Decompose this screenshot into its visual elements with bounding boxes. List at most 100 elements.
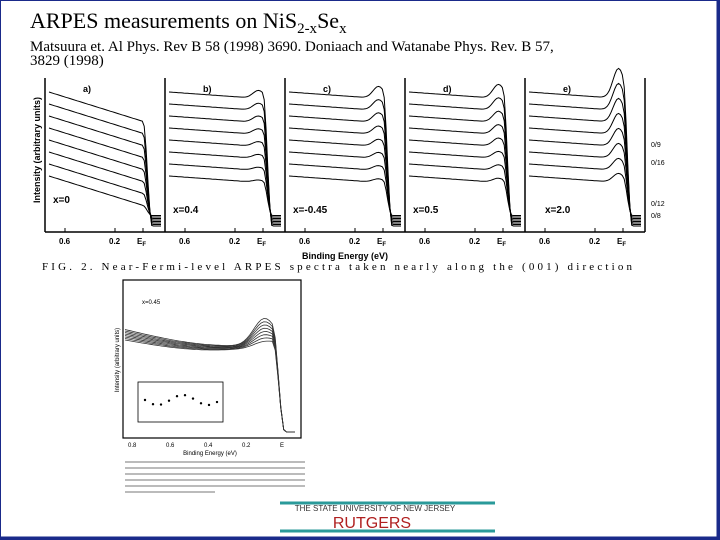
inset-dot xyxy=(215,400,219,404)
spectrum-curve xyxy=(528,97,641,224)
figure-2: Intensity (arbitrary units)a)x=00.6 0.2 EF… xyxy=(32,67,665,273)
spectrum-curve xyxy=(288,163,401,218)
spectrum-curve xyxy=(168,163,281,218)
spectrum-curve xyxy=(288,138,401,221)
spectrum-curve xyxy=(124,337,295,433)
composition-label: x=2.0 xyxy=(545,205,571,216)
inset-dot xyxy=(159,403,163,406)
panel-label: d) xyxy=(443,84,452,94)
spectrum-curve xyxy=(288,112,401,224)
inset-dot xyxy=(199,402,203,405)
x-axis-label: Binding Energy (eV) xyxy=(183,451,237,457)
x-tick-label: 0.4 xyxy=(204,443,213,449)
x-tick-label: 0.6 xyxy=(166,443,175,449)
caption: FIG. 2. Near-Fermi-level ARPES spectra t… xyxy=(42,261,632,273)
x-tick-label: 0.6 xyxy=(419,237,431,246)
tick-e: E xyxy=(377,237,383,246)
spectrum-curve xyxy=(168,151,281,219)
y-axis-label: Intensity (arbitrary units) xyxy=(115,328,121,392)
spectrum-curve xyxy=(48,163,161,218)
x-tick-label: EF xyxy=(257,237,266,248)
figure-1: x=0.45 Intensity (arbitrary units) 0.8 0.6 0… xyxy=(115,279,305,493)
spectrum-curve xyxy=(48,139,161,221)
citation: 3829 (1998) xyxy=(30,53,104,69)
spectrum-curve xyxy=(124,318,295,433)
angle-label: 0/9 xyxy=(651,142,661,149)
panel-label: e) xyxy=(563,84,571,94)
spectrum-curve xyxy=(408,110,521,224)
inset-frame xyxy=(137,381,224,423)
footer-name: RUTGERS xyxy=(333,515,411,532)
x-tick-label: 0.2 xyxy=(469,237,481,246)
angle-label: 0/8 xyxy=(651,213,661,220)
x-tick-label: 0.8 xyxy=(128,443,137,449)
spectrum-curve xyxy=(408,97,521,225)
tick-sub: F xyxy=(502,242,506,248)
caption-line xyxy=(125,473,305,475)
spectrum-curve xyxy=(408,137,521,221)
x-tick-label: 0.2 xyxy=(229,237,241,246)
inset-dot xyxy=(207,403,211,407)
spectrum-curve xyxy=(168,115,281,224)
x-tick-label: 0.6 xyxy=(179,237,191,246)
inset-dot xyxy=(191,397,195,400)
composition-label: x=0 xyxy=(53,195,70,206)
x-tick-label: 0.6 xyxy=(539,237,551,246)
spectrum-curve xyxy=(408,124,521,222)
x-tick-label: 0.2 xyxy=(242,443,251,449)
spectrum-curve xyxy=(408,83,521,227)
x-tick-label: 0.6 xyxy=(299,237,311,246)
y-axis-label: Intensity (arbitrary units) xyxy=(32,97,42,203)
spectrum-curve xyxy=(528,127,641,221)
spectrum-curve xyxy=(408,150,521,219)
spectrum-curve xyxy=(48,91,161,227)
spectrum-curve xyxy=(288,85,401,227)
citation: Matsuura et. Al Phys. Rev B 58 (1998) 36… xyxy=(30,39,554,55)
x-tick-label: E xyxy=(280,443,284,449)
spectrum-curve xyxy=(124,324,295,433)
spectrum-curve xyxy=(528,142,641,219)
spectrum-curve xyxy=(288,125,401,222)
tick-e: E xyxy=(137,237,143,246)
inset-dot xyxy=(143,398,147,402)
composition-label: x=0.5 xyxy=(413,205,439,216)
inset-dot xyxy=(175,395,179,398)
x-tick-label: EF xyxy=(377,237,386,248)
x-tick-label: EF xyxy=(497,237,506,248)
composition-label: x=0.45 xyxy=(142,300,161,306)
spectrum-curve xyxy=(48,103,161,225)
tick-e: E xyxy=(257,237,263,246)
spectrum-curve xyxy=(288,175,401,216)
spectrum-curve xyxy=(168,102,281,225)
x-tick-label: 0.2 xyxy=(349,237,361,246)
spectrum-curve xyxy=(528,67,641,227)
x-tick-label: EF xyxy=(137,237,146,248)
caption-line xyxy=(125,485,305,487)
x-axis-label: Binding Energy (eV) xyxy=(302,251,388,261)
caption-line xyxy=(125,467,305,469)
angle-label: 0/16 xyxy=(651,160,665,167)
x-tick-label: 0.2 xyxy=(589,237,601,246)
spectrum-curve xyxy=(168,175,281,216)
title: ARPES measurements on NiS2-xSex xyxy=(30,8,347,37)
spectrum-curve xyxy=(48,127,161,222)
plot-frame xyxy=(122,279,302,439)
footer-university: THE STATE UNIVERSITY OF NEW JERSEY xyxy=(295,504,456,513)
tick-sub: F xyxy=(142,242,146,248)
spectrum-curve xyxy=(288,151,401,219)
spectrum-curve xyxy=(48,115,161,224)
angle-label: 0/12 xyxy=(651,201,665,208)
x-tick-label: EF xyxy=(617,237,626,248)
inset-dot xyxy=(167,399,171,402)
spectrum-curve xyxy=(168,127,281,222)
tick-e: E xyxy=(617,237,623,246)
spectrum-curve xyxy=(124,334,295,433)
spectrum-curve xyxy=(48,151,161,219)
tick-sub: F xyxy=(382,242,386,248)
spectrum-curve xyxy=(124,331,295,433)
inset-dot xyxy=(183,394,187,397)
spectrum-curve xyxy=(528,112,641,222)
spectrum-curve xyxy=(168,139,281,221)
panel-label: c) xyxy=(323,84,331,94)
